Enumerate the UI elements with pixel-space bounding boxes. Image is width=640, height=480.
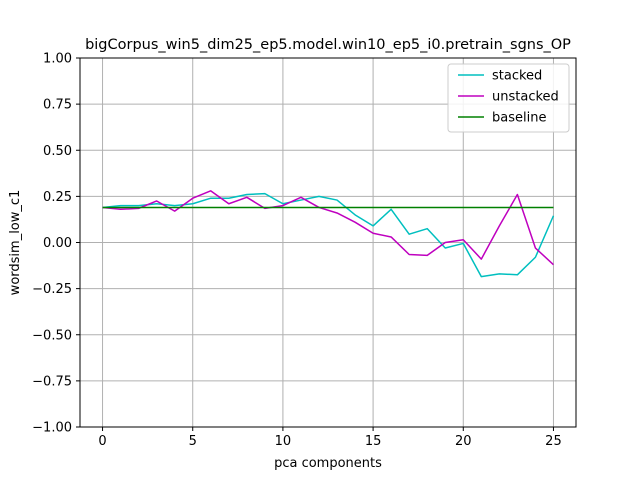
legend-label-stacked: stacked xyxy=(492,69,542,84)
y-tick-label: 0.75 xyxy=(43,98,72,113)
series-line-stacked xyxy=(102,192,555,278)
y-tick-label: −0.50 xyxy=(32,328,72,343)
x-tick-label: 25 xyxy=(545,434,562,449)
y-tick-label: −1.00 xyxy=(32,421,72,436)
series-lines xyxy=(102,190,555,278)
chart-title: bigCorpus_win5_dim25_ep5.model.win10_ep5… xyxy=(85,37,571,53)
x-tick-label: 15 xyxy=(365,434,382,449)
legend: stacked unstacked baseline xyxy=(447,63,570,133)
y-tick-label: −0.75 xyxy=(32,374,72,389)
x-tick-label: 0 xyxy=(98,434,106,449)
legend-label-unstacked: unstacked xyxy=(492,90,559,105)
series-line-unstacked xyxy=(102,190,554,266)
legend-box xyxy=(447,63,570,133)
y-axis-label: wordsim_low_c1 xyxy=(8,190,23,296)
x-tick-label: 20 xyxy=(455,434,472,449)
x-axis-label: pca components xyxy=(274,456,382,471)
y-tick-label: 0.25 xyxy=(43,190,72,205)
y-tick-label: 0.50 xyxy=(43,144,72,159)
y-tick-label: 1.00 xyxy=(43,52,72,67)
legend-label-baseline: baseline xyxy=(492,111,546,126)
y-tick-label: −0.25 xyxy=(32,282,72,297)
x-tick-label: 5 xyxy=(189,434,197,449)
y-tick-label: 0.00 xyxy=(43,236,72,251)
x-tick-label: 10 xyxy=(275,434,292,449)
axis-ticks: 0 5 10 15 20 25 −1.00 −0.75 −0.50 −0.25 0.00 0.25 0.… xyxy=(32,52,562,450)
